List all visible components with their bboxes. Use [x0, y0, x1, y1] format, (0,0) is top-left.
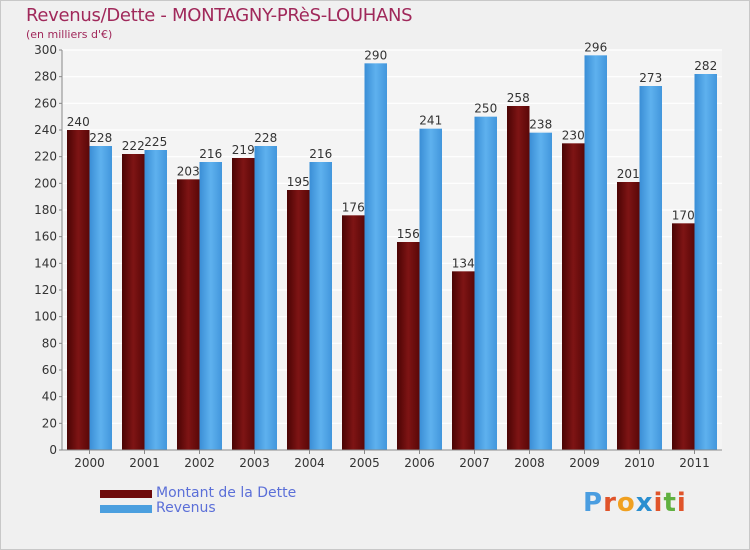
data-label-revenus-2004: 216: [309, 147, 332, 161]
data-label-revenus-2005: 290: [364, 48, 387, 62]
x-tick-label-2008: 2008: [514, 456, 545, 470]
x-tick-label-2000: 2000: [74, 456, 105, 470]
data-label-dette-2002: 203: [177, 164, 200, 178]
bar-revenus-2003: [254, 146, 277, 450]
y-tick-label-160: 160: [34, 230, 57, 244]
y-tick-label-220: 220: [34, 150, 57, 164]
data-label-dette-2006: 156: [397, 227, 420, 241]
bar-revenus-2005: [364, 63, 387, 450]
data-label-revenus-2003: 228: [254, 131, 277, 145]
bar-revenus-2006: [419, 128, 442, 450]
logo-letter: r: [603, 488, 617, 518]
logo-letter: P: [583, 488, 604, 518]
bar-dette-2002: [177, 179, 200, 451]
bar-revenus-2000: [89, 146, 112, 450]
data-label-revenus-2009: 296: [584, 40, 607, 54]
y-tick-label-260: 260: [34, 96, 57, 110]
data-label-revenus-2000: 228: [89, 131, 112, 145]
plot-area: [62, 50, 722, 450]
chart-title: Revenus/Dette - MONTAGNY-PRèS-LOUHANS: [26, 5, 413, 26]
data-label-dette-2001: 222: [122, 139, 145, 153]
data-label-revenus-2006: 241: [419, 114, 442, 128]
x-tick-label-2007: 2007: [459, 456, 490, 470]
data-label-dette-2004: 195: [287, 175, 310, 189]
x-tick-label-2001: 2001: [129, 456, 160, 470]
bar-revenus-2009: [584, 55, 607, 450]
logo-letter: o: [616, 488, 636, 518]
y-tick-label-0: 0: [49, 443, 57, 457]
y-tick-label-60: 60: [42, 363, 57, 377]
y-tick-label-120: 120: [34, 283, 57, 297]
x-tick-label-2006: 2006: [404, 456, 435, 470]
data-label-dette-2011: 170: [672, 208, 695, 222]
data-label-dette-2005: 176: [342, 200, 365, 214]
logo-letter: i: [653, 488, 664, 518]
logo-letter: i: [676, 488, 687, 518]
bar-revenus-2010: [639, 86, 662, 450]
x-tick-label-2003: 2003: [239, 456, 270, 470]
logo-letter: t: [663, 488, 677, 518]
bar-dette-2009: [562, 143, 585, 451]
bar-revenus-2001: [144, 150, 167, 450]
data-label-revenus-2011: 282: [694, 59, 717, 73]
y-tick-label-20: 20: [42, 416, 57, 430]
bar-dette-2001: [122, 154, 145, 450]
x-tick-label-2002: 2002: [184, 456, 215, 470]
data-label-dette-2003: 219: [232, 143, 255, 157]
bar-dette-2003: [232, 158, 255, 450]
bar-dette-2000: [67, 130, 90, 450]
data-label-revenus-2001: 225: [144, 135, 167, 149]
bar-dette-2006: [397, 242, 420, 450]
bar-revenus-2011: [694, 74, 717, 450]
bar-dette-2007: [452, 271, 475, 450]
y-tick-label-180: 180: [34, 203, 57, 217]
legend-swatch-revenus: [100, 505, 152, 513]
y-tick-label-300: 300: [34, 43, 57, 57]
bar-dette-2010: [617, 182, 640, 450]
x-tick-label-2011: 2011: [679, 456, 710, 470]
data-label-revenus-2008: 238: [529, 118, 552, 132]
x-tick-label-2005: 2005: [349, 456, 380, 470]
data-label-dette-2010: 201: [617, 167, 640, 181]
data-label-revenus-2007: 250: [474, 102, 497, 116]
bar-dette-2008: [507, 106, 530, 450]
x-tick-label-2004: 2004: [294, 456, 325, 470]
chart-subtitle: (en milliers d'€): [26, 28, 113, 41]
y-tick-label-40: 40: [42, 390, 57, 404]
bar-dette-2011: [672, 223, 695, 450]
data-label-revenus-2010: 273: [639, 71, 662, 85]
bar-revenus-2007: [474, 116, 497, 451]
bar-dette-2005: [342, 215, 365, 450]
y-tick-label-100: 100: [34, 310, 57, 324]
legend-label-dette: Montant de la Dette: [156, 485, 297, 501]
x-tick-label-2010: 2010: [624, 456, 655, 470]
y-tick-label-200: 200: [34, 176, 57, 190]
y-tick-label-140: 140: [34, 256, 57, 270]
bar-revenus-2002: [199, 162, 222, 450]
y-tick-label-280: 280: [34, 70, 57, 84]
legend-swatch-dette: [100, 490, 152, 498]
proxiti-logo: Proxiti: [583, 488, 687, 518]
bar-revenus-2004: [309, 162, 332, 450]
data-label-dette-2007: 134: [452, 256, 475, 270]
x-tick-label-2009: 2009: [569, 456, 600, 470]
legend-label-revenus: Revenus: [156, 500, 216, 516]
data-label-dette-2008: 258: [507, 91, 530, 105]
data-label-dette-2000: 240: [67, 115, 90, 129]
bar-revenus-2008: [529, 132, 552, 450]
logo-letter: x: [635, 488, 654, 518]
bar-dette-2004: [287, 190, 310, 450]
y-tick-label-80: 80: [42, 336, 57, 350]
data-label-dette-2009: 230: [562, 128, 585, 142]
data-label-revenus-2002: 216: [199, 147, 222, 161]
y-tick-label-240: 240: [34, 123, 57, 137]
